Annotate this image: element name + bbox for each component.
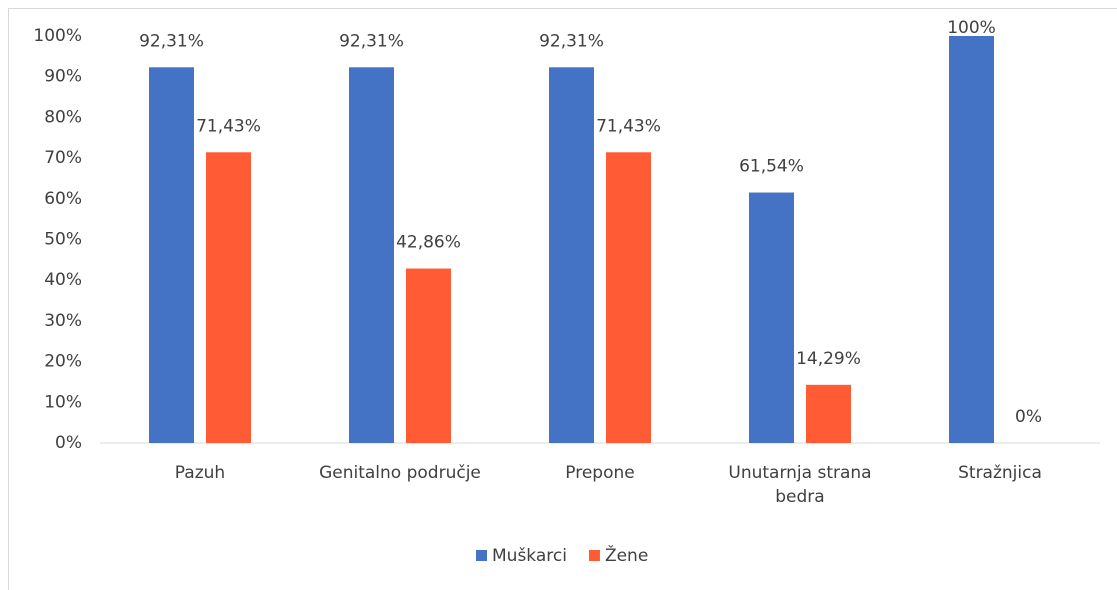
data-label: 61,54% (739, 157, 804, 177)
bar (206, 152, 251, 443)
y-tick-label: 100% (33, 26, 82, 46)
x-tick-label: Prepone (565, 463, 635, 483)
data-label: 42,86% (396, 233, 461, 253)
y-tick-label: 90% (44, 67, 82, 87)
x-tick-label: Stražnjica (958, 463, 1042, 483)
y-tick-label: 10% (44, 392, 82, 412)
y-tick-label: 60% (44, 189, 82, 209)
x-tick-label: Unutarnja strana bedra (728, 463, 872, 507)
data-label: 92,31% (339, 31, 404, 51)
bar (149, 67, 194, 443)
chart-border (8, 8, 1117, 590)
data-label: 14,29% (796, 349, 861, 369)
data-label: 0% (1015, 407, 1042, 427)
data-label: 71,43% (196, 116, 261, 136)
y-tick-label: 80% (44, 107, 82, 127)
bar (949, 36, 994, 443)
data-label: 92,31% (139, 31, 204, 51)
bar (606, 152, 651, 443)
bar (349, 67, 394, 443)
bar (806, 384, 851, 443)
legend-swatch (476, 550, 487, 561)
bar (549, 67, 594, 443)
y-tick-label: 40% (44, 270, 82, 290)
y-tick-label: 0% (55, 433, 82, 453)
data-label: 71,43% (596, 116, 661, 136)
y-tick-label: 50% (44, 230, 82, 250)
bar (749, 192, 794, 443)
data-label: 100% (947, 18, 996, 38)
legend-label: Muškarci (492, 546, 567, 566)
y-tick-label: 20% (44, 352, 82, 372)
y-tick-label: 70% (44, 148, 82, 168)
x-tick-label: Pazuh (174, 463, 226, 483)
data-label: 92,31% (539, 31, 604, 51)
x-tick-label: Genitalno područje (319, 463, 481, 483)
y-tick-label: 30% (44, 311, 82, 331)
legend-swatch (588, 550, 600, 561)
bar (406, 268, 451, 443)
legend-label: Žene (605, 544, 648, 566)
